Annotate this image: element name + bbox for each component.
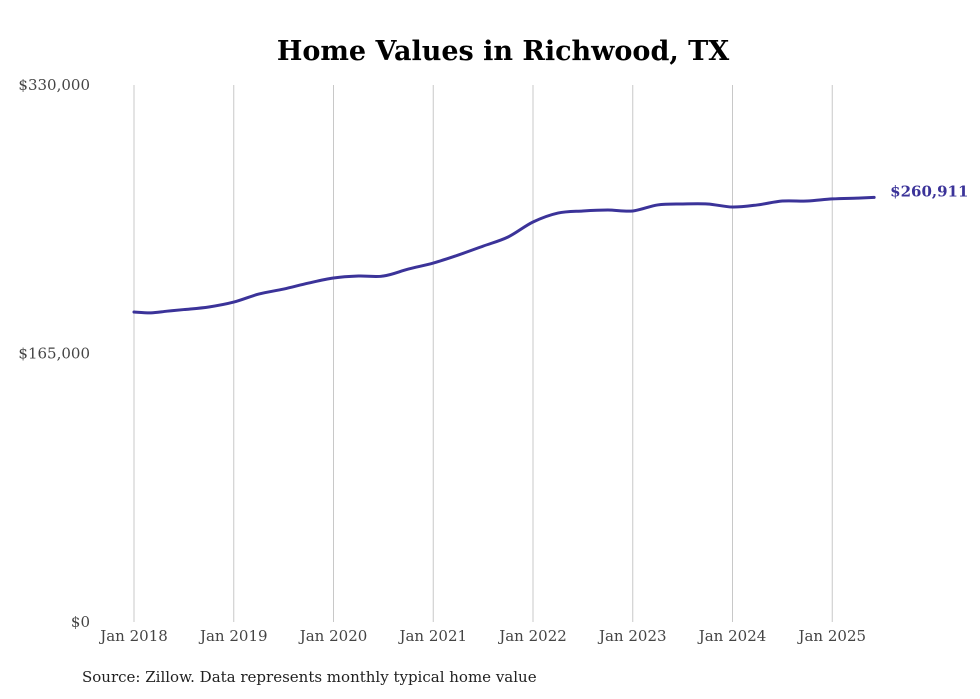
x-tick-label: Jan 2018 — [98, 627, 168, 645]
y-tick-label: $0 — [71, 613, 90, 631]
y-tick-label: $330,000 — [18, 76, 90, 94]
x-tick-label: Jan 2023 — [597, 627, 667, 645]
x-tick-label: Jan 2020 — [298, 627, 368, 645]
source-note: Source: Zillow. Data represents monthly … — [82, 668, 537, 686]
chart-title: Home Values in Richwood, TX — [277, 36, 729, 67]
x-tick-label: Jan 2021 — [397, 627, 467, 645]
series-line — [132, 195, 876, 315]
x-tick-label: Jan 2024 — [697, 627, 767, 645]
x-axis: Jan 2018 Jan 2019 Jan 2020 Jan 2021 Jan 2022… — [98, 627, 866, 645]
end-value-label: $260,911 — [890, 182, 968, 200]
y-axis: $0 $165,000 $330,000 — [18, 76, 90, 631]
x-tick-label: Jan 2019 — [198, 627, 268, 645]
y-tick-label: $165,000 — [18, 345, 90, 363]
x-tick-label: Jan 2025 — [796, 627, 866, 645]
x-tick-label: Jan 2022 — [497, 627, 567, 645]
grid-lines — [133, 85, 833, 622]
